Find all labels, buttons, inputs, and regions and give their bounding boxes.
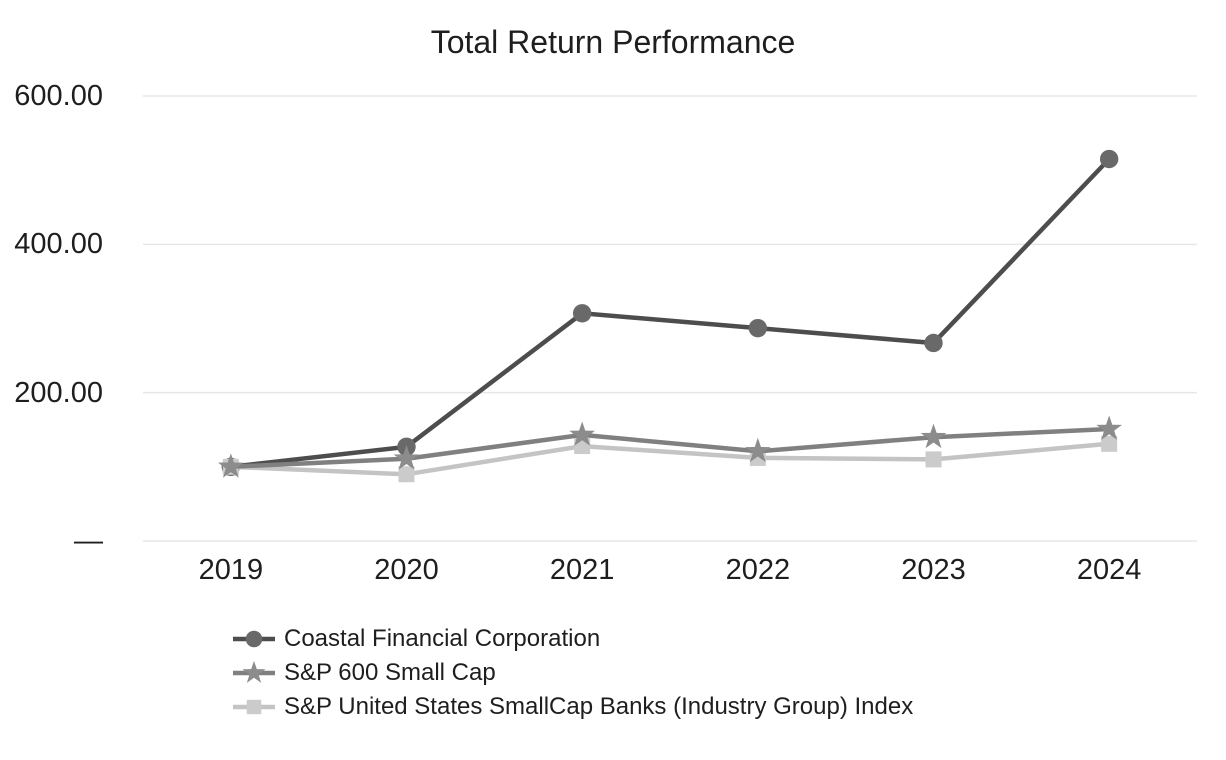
circle-marker-icon: [245, 630, 263, 648]
series-line-star: [230, 426, 1110, 470]
circle-marker-icon: [1099, 149, 1119, 169]
legend-label: Coastal Financial Corporation: [284, 625, 601, 652]
star-marker-icon: [242, 660, 266, 683]
square-marker-icon: [398, 466, 415, 483]
star-marker-icon: [393, 445, 420, 470]
square-marker-icon: [1101, 435, 1118, 452]
circle-marker-icon: [924, 333, 943, 353]
x-axis-tick-label: 2022: [725, 554, 791, 586]
square-marker-icon: [246, 699, 262, 715]
star-marker-icon: [569, 421, 596, 446]
legend-item: S&P United States SmallCap Banks (Indust…: [231, 690, 913, 724]
series-line-circle: [230, 157, 1111, 470]
series-line-square: [230, 441, 1110, 477]
legend-item: Coastal Financial Corporation: [231, 622, 913, 656]
y-axis-tick-label: 200.00: [14, 376, 103, 409]
y-axis-tick-label: —: [74, 525, 103, 557]
legend-item: S&P 600 Small Cap: [231, 656, 913, 690]
y-axis-tick-label: 400.00: [14, 228, 103, 261]
legend-swatch-circle: [233, 630, 275, 648]
y-axis-tick-label: 600.00: [14, 80, 103, 112]
x-axis-tick-label: 2019: [198, 554, 264, 586]
star-marker-icon: [744, 437, 771, 463]
legend: Coastal Financial Corporation S&P 600 Sma…: [231, 622, 913, 724]
chart-title: Total Return Performance: [430, 24, 796, 60]
circle-marker-icon: [572, 304, 592, 323]
legend-swatch-square: [233, 699, 275, 715]
x-axis-tick-label: 2024: [1076, 554, 1142, 586]
legend-label: S&P 600 Small Cap: [284, 659, 496, 686]
x-axis-tick-label: 2020: [374, 554, 439, 586]
square-marker-icon: [925, 451, 942, 468]
legend-swatch-star: [233, 660, 275, 683]
star-marker-icon: [1096, 415, 1123, 440]
x-axis-tick-label: 2023: [901, 554, 966, 586]
legend-label: S&P United States SmallCap Banks (Indust…: [284, 693, 914, 720]
star-marker-icon: [217, 453, 244, 478]
star-marker-icon: [920, 423, 947, 449]
x-axis-tick-label: 2021: [549, 554, 615, 586]
circle-marker-icon: [748, 318, 768, 338]
